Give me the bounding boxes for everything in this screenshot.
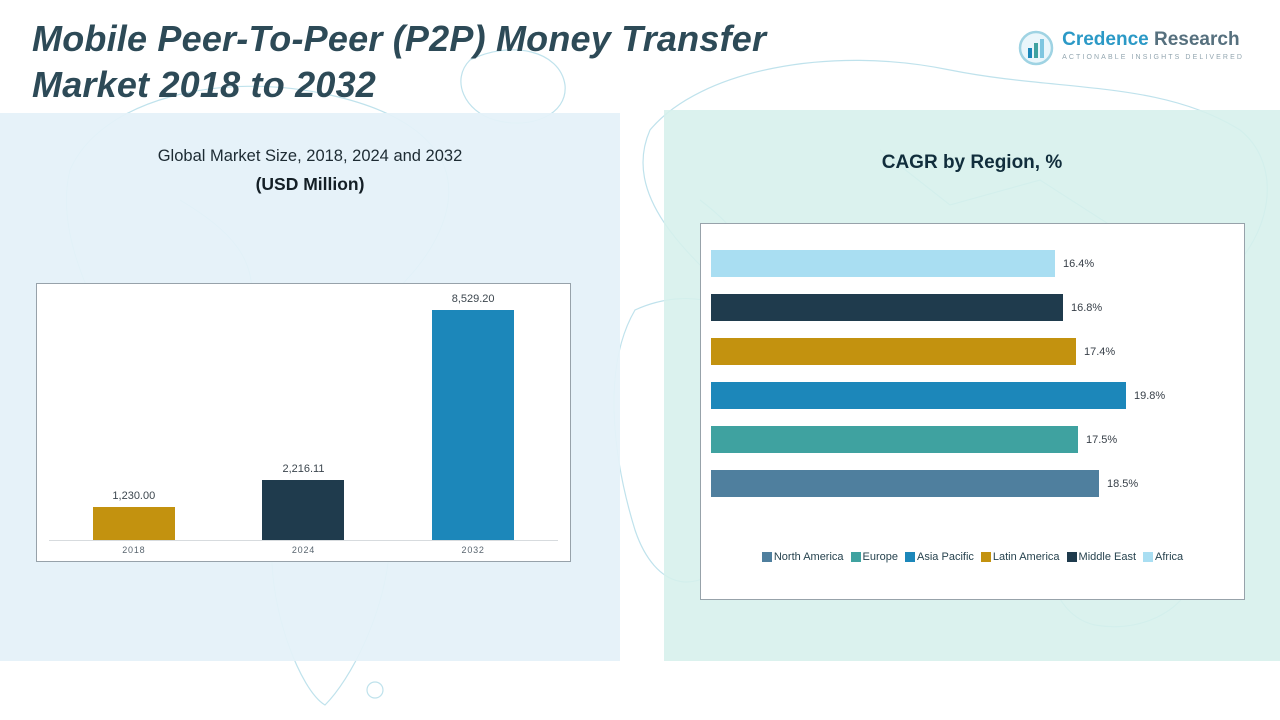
bar-value-label: 17.5%: [1086, 433, 1118, 446]
bar-row-asia-pacific: 19.8%: [711, 382, 1234, 409]
logo-text: Credence Research Actionable Insights De…: [1062, 29, 1244, 61]
bar-row-latin-america: 17.4%: [711, 338, 1234, 365]
legend-swatch: [761, 552, 772, 562]
cagr-title: CAGR by Region, %: [881, 152, 1063, 173]
bar-row-europe: 17.5%: [711, 426, 1234, 453]
bar-value-label: 16.8%: [1071, 301, 1103, 314]
market-size-x-axis: 2018 2024 2032: [49, 545, 558, 557]
market-size-panel: Global Market Size, 2018, 2024 and 2032 …: [0, 113, 620, 661]
bar-group-2024: 2,216.11: [220, 463, 388, 540]
bar-group-2032: 8,529.20: [389, 293, 557, 540]
bar-group-2018: 1,230.00: [50, 490, 218, 540]
legend-swatch: [980, 552, 991, 562]
bar-latin-america: [711, 338, 1076, 365]
legend-item-latin-america: Latin America: [980, 551, 1060, 563]
legend-label: Latin America: [992, 551, 1060, 563]
bar-value-label: 18.5%: [1107, 477, 1139, 490]
legend-item-asia-pacific: Asia Pacific: [905, 551, 974, 563]
market-size-bars: 1,230.00 2,216.11 8,529.20: [49, 292, 558, 541]
cagr-chart: 16.4% 16.8% 17.4% 19.8% 17.5% 18.5% North Ame…: [700, 223, 1245, 600]
x-axis-label-2024: 2024: [291, 545, 316, 555]
bar-middle-east: [711, 294, 1063, 321]
x-axis-label-2018: 2018: [122, 545, 146, 555]
cagr-legend: North America Europe Asia Pacific Latin Ame…: [701, 551, 1244, 563]
legend-label: Middle East: [1078, 551, 1137, 563]
market-size-subtitle: Global Market Size, 2018, 2024 and 2032 …: [0, 147, 620, 195]
bar-africa: [711, 250, 1055, 277]
legend-item-north-america: North America: [761, 551, 844, 563]
legend-swatch: [850, 552, 861, 562]
market-size-subtitle-line1: Global Market Size, 2018, 2024 and 2032: [157, 147, 463, 165]
legend-swatch: [905, 552, 916, 562]
page-title: Mobile Peer-To-Peer (P2P) Money Transfer…: [32, 16, 766, 108]
bar-row-africa: 16.4%: [711, 250, 1234, 277]
legend-label: Africa: [1155, 551, 1184, 563]
bar-north-america: [711, 470, 1099, 497]
cagr-panel: CAGR by Region, % 16.4% 16.8% 17.4% 19.8% 17…: [664, 110, 1280, 661]
bar-value-label: 1,230.00: [112, 490, 156, 502]
legend-swatch: [1143, 552, 1154, 562]
legend-label: North America: [773, 551, 844, 563]
legend-label: Asia Pacific: [917, 551, 974, 563]
bar-row-middle-east: 16.8%: [711, 294, 1234, 321]
bar-2018: [92, 507, 175, 540]
x-axis-label-2032: 2032: [461, 545, 485, 555]
legend-label: Europe: [862, 551, 899, 563]
page-title-line1: Mobile Peer-To-Peer (P2P) Money Transfer: [32, 18, 767, 59]
bar-value-label: 17.4%: [1084, 345, 1116, 358]
logo-tagline: Actionable Insights Delivered: [1062, 53, 1244, 61]
bar-europe: [711, 426, 1078, 453]
page-title-line2: Market 2018 to 2032: [32, 64, 377, 106]
logo-name-research: Research: [1148, 29, 1240, 50]
cagr-bars: 16.4% 16.8% 17.4% 19.8% 17.5% 18.5%: [711, 250, 1234, 514]
bar-value-label: 8,529.20: [451, 293, 495, 305]
logo: Credence Research Actionable Insights De…: [1018, 29, 1244, 66]
legend-swatch: [1066, 552, 1077, 562]
bar-asia-pacific: [711, 382, 1126, 409]
logo-chart-icon: [1018, 30, 1054, 66]
legend-item-middle-east: Middle East: [1066, 551, 1137, 563]
bar-value-label: 19.8%: [1134, 389, 1166, 402]
bar-row-north-america: 18.5%: [711, 470, 1234, 497]
logo-name: Credence Research: [1062, 29, 1244, 51]
bar-value-label: 2,216.11: [282, 463, 325, 475]
market-size-chart: 1,230.00 2,216.11 8,529.20 2018 2024 2032: [36, 283, 571, 562]
logo-name-credence: Credence: [1062, 29, 1149, 50]
legend-item-africa: Africa: [1143, 551, 1183, 563]
market-size-subtitle-line2: (USD Million): [255, 174, 365, 194]
legend-item-europe: Europe: [850, 551, 899, 563]
bar-2024: [262, 480, 345, 540]
bar-2032: [432, 310, 515, 540]
bar-value-label: 16.4%: [1063, 257, 1095, 270]
